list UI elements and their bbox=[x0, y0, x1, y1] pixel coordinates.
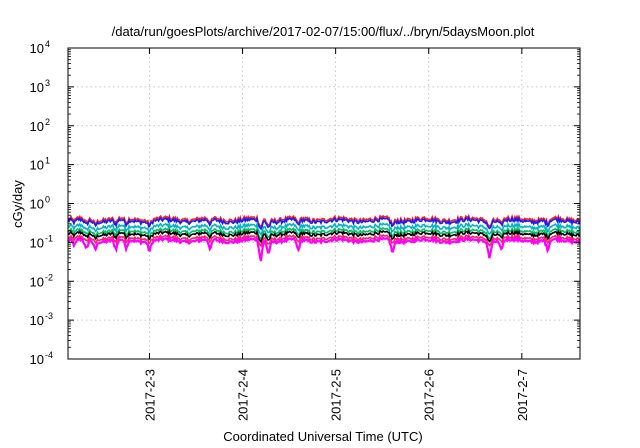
x-axis: 2017-2-3 2017-2-4 2017-2-5 2017-2-6 2017-2-7 bbox=[142, 48, 530, 421]
series-line bbox=[67, 235, 581, 262]
y-tick-label: 10 bbox=[30, 313, 44, 328]
y-tick-label-exponent: 2 bbox=[45, 117, 50, 127]
y-tick-label: 10 bbox=[30, 197, 44, 212]
y-tick-label-exponent: 1 bbox=[45, 156, 50, 166]
y-tick-label: 10 bbox=[30, 274, 44, 289]
series-line bbox=[67, 233, 581, 248]
y-tick-label: 10 bbox=[30, 235, 44, 250]
y-tick-label-exponent: 0 bbox=[45, 195, 50, 205]
x-axis-label: Coordinated Universal Time (UTC) bbox=[223, 429, 422, 444]
series-line bbox=[67, 213, 581, 229]
y-tick-label: 10 bbox=[30, 352, 44, 367]
x-tick-label: 2017-2-6 bbox=[422, 369, 437, 421]
y-tick-label-exponent: -4 bbox=[45, 350, 53, 360]
y-tick-label: 10 bbox=[30, 119, 44, 134]
y-tick-label-exponent: 3 bbox=[45, 78, 50, 88]
y-axis-label: cGy/day bbox=[10, 180, 25, 228]
series-line bbox=[67, 225, 581, 241]
series-group bbox=[67, 213, 581, 262]
series-line bbox=[67, 228, 581, 244]
x-tick-label: 2017-2-4 bbox=[236, 369, 251, 421]
x-tick-label: 2017-2-3 bbox=[142, 369, 157, 421]
y-tick-label-exponent: -3 bbox=[45, 311, 53, 321]
y-tick-label-exponent: -2 bbox=[45, 272, 53, 282]
grid bbox=[68, 47, 580, 360]
y-tick-label: 10 bbox=[30, 80, 44, 95]
chart-title: /data/run/goesPlots/archive/2017-02-07/1… bbox=[112, 24, 535, 39]
x-tick-label: 2017-2-5 bbox=[329, 369, 344, 421]
series-line bbox=[67, 215, 581, 231]
y-tick-label-exponent: -1 bbox=[45, 233, 53, 243]
series-line bbox=[67, 221, 581, 237]
y-tick-label: 10 bbox=[30, 41, 44, 56]
y-tick-label: 10 bbox=[30, 158, 44, 173]
x-tick-label: 2017-2-7 bbox=[515, 369, 530, 421]
y-tick-label-exponent: 4 bbox=[45, 39, 50, 49]
